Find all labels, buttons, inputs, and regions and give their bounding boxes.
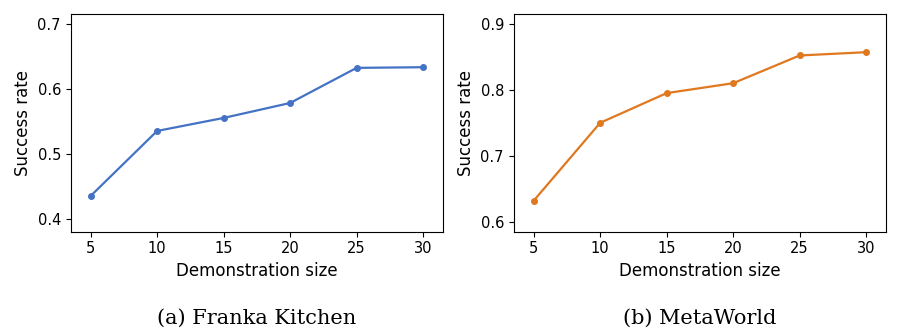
Text: (a) Franka Kitchen: (a) Franka Kitchen bbox=[158, 308, 356, 327]
X-axis label: Demonstration size: Demonstration size bbox=[176, 262, 338, 280]
Y-axis label: Success rate: Success rate bbox=[457, 70, 475, 176]
Y-axis label: Success rate: Success rate bbox=[14, 70, 32, 176]
Text: (b) MetaWorld: (b) MetaWorld bbox=[623, 308, 777, 327]
X-axis label: Demonstration size: Demonstration size bbox=[619, 262, 780, 280]
